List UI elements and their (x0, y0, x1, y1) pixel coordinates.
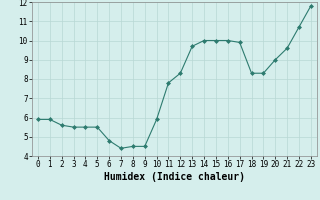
X-axis label: Humidex (Indice chaleur): Humidex (Indice chaleur) (104, 172, 245, 182)
